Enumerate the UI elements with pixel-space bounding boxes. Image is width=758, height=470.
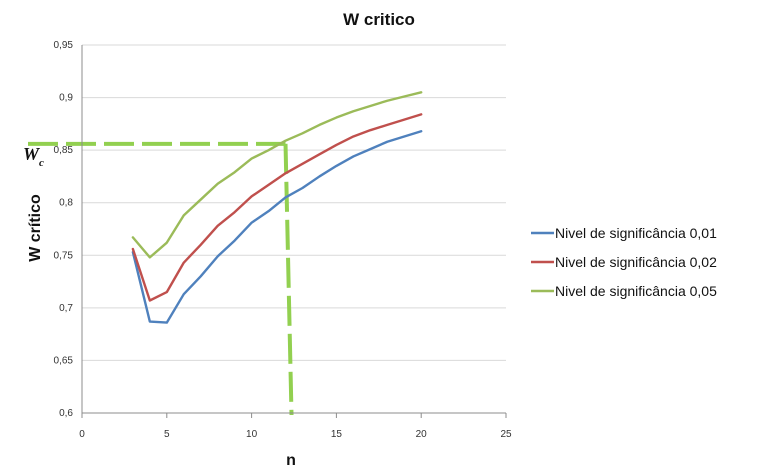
y-tick-label: 0,65 [54,355,74,366]
x-tick-label: 15 [331,429,343,440]
series-lines [131,91,423,324]
legend-label-3: Nivel de significância 0,05 [555,283,717,299]
y-tick-label: 0,6 [59,408,73,419]
y-tick-label: 0,8 [59,198,73,209]
critical-w-main: W [23,144,41,164]
y-tick-label: 0,7 [59,303,73,314]
chart-title: W critico [343,10,415,29]
y-tick-label: 0,75 [54,250,74,261]
x-tick-label: 20 [416,429,428,440]
axes [81,45,507,418]
y-axis-title: W crítico [27,194,44,262]
series-line-3 [131,91,423,259]
series-line-2 [131,113,423,302]
x-tick-label: 10 [246,429,258,440]
x-tick-label: 0 [79,429,85,440]
legend-label-1: Nivel de significância 0,01 [555,225,717,241]
critical-vertical-reference-line [283,143,294,416]
reference-lines [28,141,294,416]
y-tick-label: 0,9 [59,93,73,104]
y-tick-label: 0,85 [54,145,74,156]
grid-lines [82,44,506,414]
legend-label-2: Nivel de significância 0,02 [555,254,717,270]
critical-w-subscript: c [39,157,44,169]
x-tick-label: 5 [164,429,170,440]
x-tick-label: 25 [500,429,512,440]
critical-w-label: Wc [23,144,44,169]
x-axis-title: n [286,452,296,469]
tick-labels: 0,6 0,65 0,7 0,75 0,8 0,85 0,9 0,95 0 5 10 15 20 25 [54,40,512,440]
y-tick-label: 0,95 [54,40,74,51]
legend: Nivel de significância 0,01 Nivel de sign… [531,225,717,299]
series-line-1 [131,130,423,324]
